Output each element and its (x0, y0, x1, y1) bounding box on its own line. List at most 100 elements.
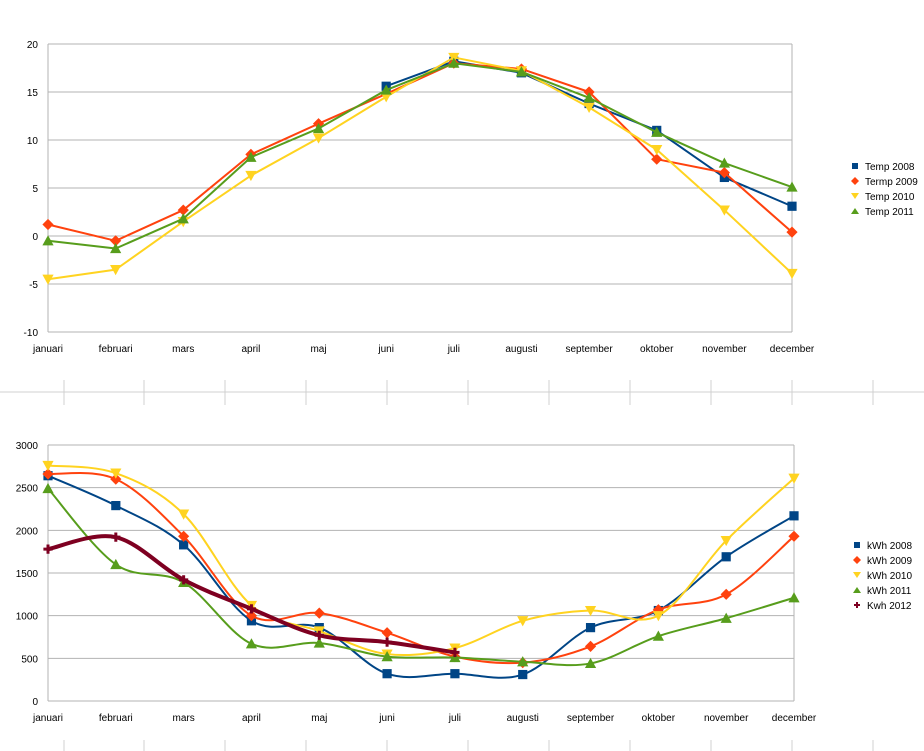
data-point (110, 265, 122, 276)
data-point (381, 651, 393, 662)
legend-marker (851, 177, 859, 185)
data-point (313, 607, 325, 619)
data-point (42, 235, 54, 246)
legend-marker (853, 572, 861, 578)
data-point (718, 167, 730, 179)
data-point (42, 218, 54, 231)
data-point (246, 604, 257, 614)
legend: kWh 2008 kWh 2009 kWh 2010 kWh 2011 Kwh 2012 (853, 541, 912, 612)
series-kwh-2011 (42, 482, 800, 669)
data-point (786, 181, 798, 192)
data-point (245, 170, 257, 182)
x-tick-label: oktober (640, 344, 674, 355)
data-point (583, 86, 595, 98)
legend-marker (853, 556, 861, 564)
legend-marker (851, 208, 859, 214)
x-tick-label: november (704, 713, 749, 724)
spreadsheet-gridlines (0, 380, 924, 751)
legend-marker (853, 587, 861, 593)
data-point (651, 126, 663, 137)
y-tick-label: 0 (32, 232, 38, 243)
x-tick-label: februari (99, 344, 133, 355)
x-tick-label: augusti (507, 713, 539, 724)
x-tick-label: november (702, 344, 747, 355)
data-point (177, 213, 189, 224)
data-point (245, 638, 258, 649)
data-point (651, 153, 663, 165)
data-point (42, 274, 54, 285)
legend-label: kWh 2008 (867, 541, 912, 552)
data-point (110, 558, 122, 570)
data-point (787, 201, 797, 211)
x-tick-label: april (241, 344, 260, 355)
data-point (583, 92, 595, 103)
legend-marker (851, 193, 859, 199)
x-tick-label: december (772, 713, 817, 724)
data-point (450, 647, 460, 657)
data-point (43, 544, 53, 554)
data-point (312, 122, 325, 134)
series-line (47, 464, 795, 657)
y-tick-label: 15 (27, 88, 39, 99)
data-point (177, 204, 189, 216)
legend-label: Kwh 2012 (867, 601, 912, 612)
data-point (584, 657, 597, 669)
y-tick-label: 1500 (16, 569, 39, 580)
data-point (518, 669, 528, 680)
series-kwh-2012 (43, 532, 460, 657)
y-tick-label: 3000 (16, 441, 39, 452)
legend-label: Temp 2011 (865, 207, 914, 218)
data-point (720, 535, 732, 547)
data-point (517, 616, 529, 627)
data-point (721, 552, 731, 562)
data-point (448, 57, 460, 68)
data-point (380, 84, 392, 95)
data-point (111, 532, 121, 542)
x-tick-label: maj (311, 713, 327, 724)
data-point (584, 640, 597, 652)
series-line (47, 472, 795, 665)
data-point (583, 102, 595, 113)
y-tick-label: 10 (27, 136, 39, 147)
legend-marker (852, 163, 858, 169)
x-tick-label: juli (448, 713, 461, 724)
x-tick-label: juni (377, 344, 394, 355)
y-tick-label: 0 (32, 697, 38, 708)
data-point (179, 575, 189, 585)
data-point (515, 66, 528, 77)
legend-marker (854, 542, 860, 548)
series-line (385, 60, 793, 208)
legend-label: Temp 2008 (865, 162, 915, 173)
x-tick-label: juni (378, 713, 395, 724)
data-point (312, 133, 325, 144)
data-point (652, 630, 664, 641)
series-line (47, 62, 793, 250)
legend-label: Temp 2010 (865, 192, 915, 203)
data-point (42, 460, 54, 472)
data-point (720, 612, 732, 623)
x-tick-label: april (242, 713, 261, 724)
legend-label: kWh 2010 (867, 571, 912, 582)
data-point (382, 669, 392, 679)
x-tick-label: december (770, 344, 815, 355)
data-point (178, 509, 190, 520)
y-tick-label: -5 (29, 280, 38, 291)
data-point (111, 500, 121, 511)
x-tick-label: september (565, 344, 613, 355)
legend-marker (854, 602, 860, 608)
series-line (47, 62, 793, 242)
data-point (651, 145, 663, 156)
data-point (786, 226, 798, 238)
legend-label: kWh 2009 (867, 556, 912, 567)
legend: Temp 2008 Termp 2009 Temp 2010 Temp 2011 (851, 162, 918, 218)
energy-chart: 0 500 1000 1500 2000 2500 3000 januari februari m… (16, 441, 913, 724)
data-point (178, 530, 190, 542)
series-line (47, 56, 793, 281)
data-point (110, 242, 122, 254)
legend-label: Termp 2009 (865, 177, 918, 188)
data-point (179, 540, 189, 550)
series-termp-2009 (42, 57, 798, 247)
data-point (788, 592, 800, 603)
y-tick-label: -10 (24, 328, 39, 339)
